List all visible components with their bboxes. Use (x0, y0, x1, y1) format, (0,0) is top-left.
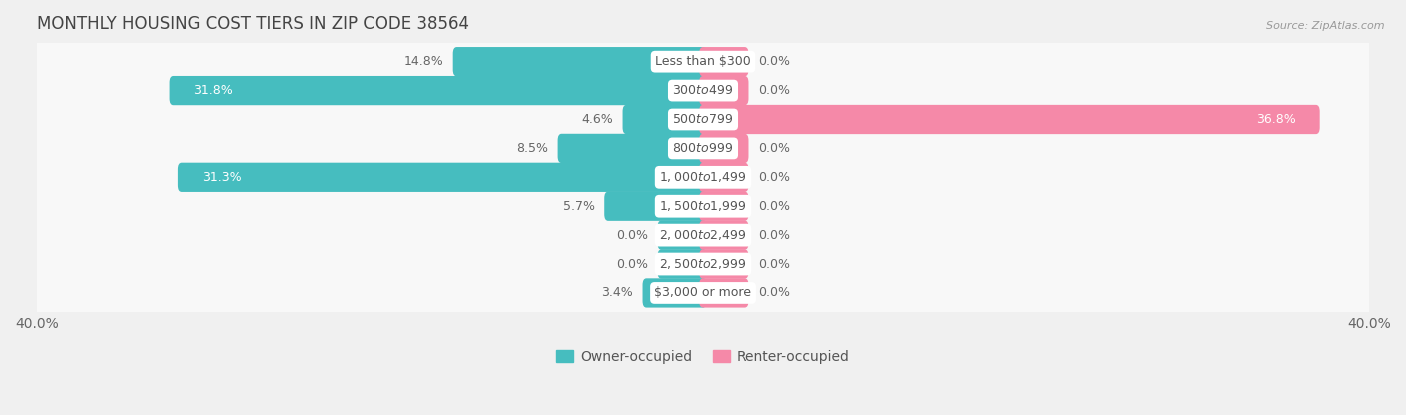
FancyBboxPatch shape (31, 187, 1375, 226)
FancyBboxPatch shape (31, 244, 1375, 283)
Text: Source: ZipAtlas.com: Source: ZipAtlas.com (1267, 21, 1385, 31)
Text: $2,500 to $2,999: $2,500 to $2,999 (659, 257, 747, 271)
FancyBboxPatch shape (31, 273, 1375, 312)
Text: 0.0%: 0.0% (758, 258, 790, 271)
FancyBboxPatch shape (31, 216, 1375, 255)
FancyBboxPatch shape (31, 42, 1375, 81)
Text: 8.5%: 8.5% (516, 142, 548, 155)
FancyBboxPatch shape (699, 76, 748, 105)
FancyBboxPatch shape (658, 249, 707, 278)
FancyBboxPatch shape (179, 163, 707, 192)
Text: 3.4%: 3.4% (602, 286, 633, 300)
Text: Less than $300: Less than $300 (655, 55, 751, 68)
Text: 31.3%: 31.3% (201, 171, 242, 184)
Text: 36.8%: 36.8% (1256, 113, 1296, 126)
FancyBboxPatch shape (699, 192, 748, 221)
Text: $3,000 or more: $3,000 or more (655, 286, 751, 300)
FancyBboxPatch shape (453, 47, 707, 76)
Text: $1,500 to $1,999: $1,500 to $1,999 (659, 199, 747, 213)
Text: 4.6%: 4.6% (581, 113, 613, 126)
FancyBboxPatch shape (699, 278, 748, 308)
FancyBboxPatch shape (170, 76, 707, 105)
FancyBboxPatch shape (699, 220, 748, 250)
Text: 0.0%: 0.0% (758, 84, 790, 97)
Legend: Owner-occupied, Renter-occupied: Owner-occupied, Renter-occupied (557, 350, 849, 364)
Text: 0.0%: 0.0% (758, 286, 790, 300)
Text: $800 to $999: $800 to $999 (672, 142, 734, 155)
FancyBboxPatch shape (31, 71, 1375, 110)
FancyBboxPatch shape (31, 158, 1375, 197)
Text: 5.7%: 5.7% (562, 200, 595, 213)
Text: 0.0%: 0.0% (758, 55, 790, 68)
FancyBboxPatch shape (558, 134, 707, 163)
FancyBboxPatch shape (699, 105, 1320, 134)
Text: 0.0%: 0.0% (758, 142, 790, 155)
FancyBboxPatch shape (699, 163, 748, 192)
Text: 14.8%: 14.8% (404, 55, 443, 68)
Text: 31.8%: 31.8% (194, 84, 233, 97)
Text: $300 to $499: $300 to $499 (672, 84, 734, 97)
FancyBboxPatch shape (623, 105, 707, 134)
Text: 0.0%: 0.0% (758, 229, 790, 242)
FancyBboxPatch shape (699, 47, 748, 76)
FancyBboxPatch shape (658, 220, 707, 250)
Text: $500 to $799: $500 to $799 (672, 113, 734, 126)
Text: 0.0%: 0.0% (616, 258, 648, 271)
FancyBboxPatch shape (699, 134, 748, 163)
Text: 0.0%: 0.0% (758, 200, 790, 213)
FancyBboxPatch shape (31, 129, 1375, 168)
Text: $1,000 to $1,499: $1,000 to $1,499 (659, 170, 747, 184)
Text: 0.0%: 0.0% (758, 171, 790, 184)
FancyBboxPatch shape (643, 278, 707, 308)
FancyBboxPatch shape (31, 100, 1375, 139)
Text: $2,000 to $2,499: $2,000 to $2,499 (659, 228, 747, 242)
Text: MONTHLY HOUSING COST TIERS IN ZIP CODE 38564: MONTHLY HOUSING COST TIERS IN ZIP CODE 3… (37, 15, 468, 33)
FancyBboxPatch shape (605, 192, 707, 221)
FancyBboxPatch shape (699, 249, 748, 278)
Text: 0.0%: 0.0% (616, 229, 648, 242)
